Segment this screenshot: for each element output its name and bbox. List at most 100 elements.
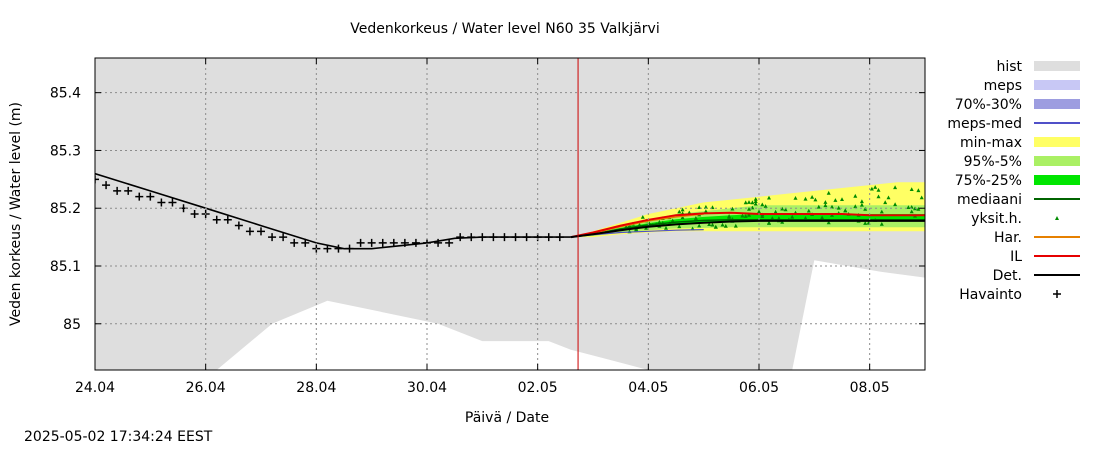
observation-point xyxy=(190,210,199,218)
observation-point xyxy=(544,233,553,242)
ensemble-point xyxy=(743,214,748,218)
ensemble-point xyxy=(876,188,881,192)
observation-point xyxy=(168,198,177,207)
observation-point xyxy=(279,233,288,242)
ensemble-point xyxy=(883,200,888,205)
ensemble-point xyxy=(727,214,732,218)
ensemble-point xyxy=(816,204,821,209)
observation-point xyxy=(478,233,487,242)
x-axis-title: Päivä / Date xyxy=(465,410,549,426)
timestamp: 2025-05-02 17:34:24 EEST xyxy=(24,429,213,445)
legend-swatch xyxy=(1034,99,1080,109)
legend-item: meps xyxy=(984,78,1080,94)
legend-swatch xyxy=(1055,216,1059,220)
x-tick-label: 28.04 xyxy=(296,380,336,396)
ensemble-point xyxy=(657,219,662,224)
legend-item: hist xyxy=(996,59,1080,75)
legend-label: Har. xyxy=(994,230,1022,246)
observation-point xyxy=(522,233,531,242)
legend-item: 70%-30% xyxy=(955,97,1080,113)
legend-swatch xyxy=(1034,137,1080,147)
observation-point xyxy=(489,233,498,242)
ensemble-point xyxy=(720,222,725,227)
ensemble-point xyxy=(723,223,728,228)
il-forecast-line xyxy=(570,211,925,239)
observation-point xyxy=(356,238,365,247)
legend-item: min-max xyxy=(960,135,1080,151)
ensemble-point xyxy=(743,200,748,205)
x-tick-label: 06.05 xyxy=(739,380,779,396)
observation-point xyxy=(212,215,221,224)
ensemble-point xyxy=(753,197,758,201)
legend-swatch xyxy=(1034,61,1080,71)
observation-point xyxy=(290,238,299,247)
ensemble-point xyxy=(810,195,815,199)
ensemble-point xyxy=(813,197,818,202)
legend-item: Har. xyxy=(994,230,1080,246)
ensemble-point xyxy=(826,190,831,195)
legend-label: hist xyxy=(996,59,1022,75)
ensemble-point xyxy=(830,204,834,209)
legend-label: meps-med xyxy=(947,116,1022,132)
observation-point xyxy=(500,233,509,242)
legend-label: mediaani xyxy=(957,192,1022,208)
ensemble-point xyxy=(760,202,765,207)
ensemble-point xyxy=(740,213,745,218)
observation-point xyxy=(268,233,277,242)
observation-point xyxy=(345,244,354,253)
legend-swatch xyxy=(1034,156,1080,166)
ensemble-point xyxy=(876,194,881,199)
ensemble-point xyxy=(753,199,758,203)
ensemble-point xyxy=(776,216,781,220)
legend-label: min-max xyxy=(960,135,1022,151)
ensemble-point xyxy=(670,218,675,223)
observation-point xyxy=(411,238,420,247)
ensemble-point xyxy=(916,188,921,193)
y-tick-label: 85.4 xyxy=(50,86,81,102)
x-tick-label: 26.04 xyxy=(186,380,226,396)
ensemble-point xyxy=(893,202,898,207)
ensemble-point xyxy=(823,200,828,204)
ensemble-point xyxy=(803,216,808,220)
observation-point xyxy=(367,238,376,247)
ensemble-point xyxy=(869,186,874,191)
axes: 24.04 26.04 28.04 30.04 02.05 04.05 06.05 08.05… xyxy=(50,57,926,396)
ensemble-point xyxy=(757,209,761,214)
ensemble-point xyxy=(823,203,828,208)
ensemble-point xyxy=(693,216,698,220)
ensemble-point xyxy=(767,220,771,225)
ensemble-point xyxy=(826,220,831,225)
observation-point xyxy=(434,238,443,247)
observation-point xyxy=(423,238,431,247)
observation-point xyxy=(135,192,144,201)
observation-point xyxy=(467,233,476,242)
observation-point xyxy=(223,215,232,224)
observation-point xyxy=(334,244,343,253)
ensemble-point xyxy=(909,187,914,191)
legend-item: yksit.h. xyxy=(971,211,1059,227)
ensemble-point xyxy=(747,200,751,204)
x-tick-label: 30.04 xyxy=(407,380,447,396)
legend-item: 75%-25% xyxy=(955,173,1080,189)
x-tick-label: 04.05 xyxy=(628,380,668,396)
legend-label: 95%-5% xyxy=(964,154,1022,170)
plot-frame xyxy=(94,57,926,371)
ensemble-point xyxy=(793,196,798,200)
x-tick-label: 08.05 xyxy=(850,380,890,396)
ensemble-point xyxy=(730,206,735,211)
grid xyxy=(95,58,925,370)
det-forecast-line xyxy=(570,219,925,239)
observation-point xyxy=(157,198,166,207)
legend-swatch xyxy=(1034,175,1080,185)
ensemble-point xyxy=(853,204,858,209)
ensemble-point xyxy=(747,207,751,211)
ensemble-point xyxy=(859,202,864,207)
legend-label: 70%-30% xyxy=(955,97,1022,113)
observation-point xyxy=(389,238,398,247)
observation-point xyxy=(555,233,564,242)
y-tick-label: 85 xyxy=(63,317,81,333)
ensemble-point xyxy=(640,215,645,219)
ensemble-point xyxy=(843,208,848,213)
ensemble-point xyxy=(680,207,685,212)
ensemble-point xyxy=(770,216,775,220)
